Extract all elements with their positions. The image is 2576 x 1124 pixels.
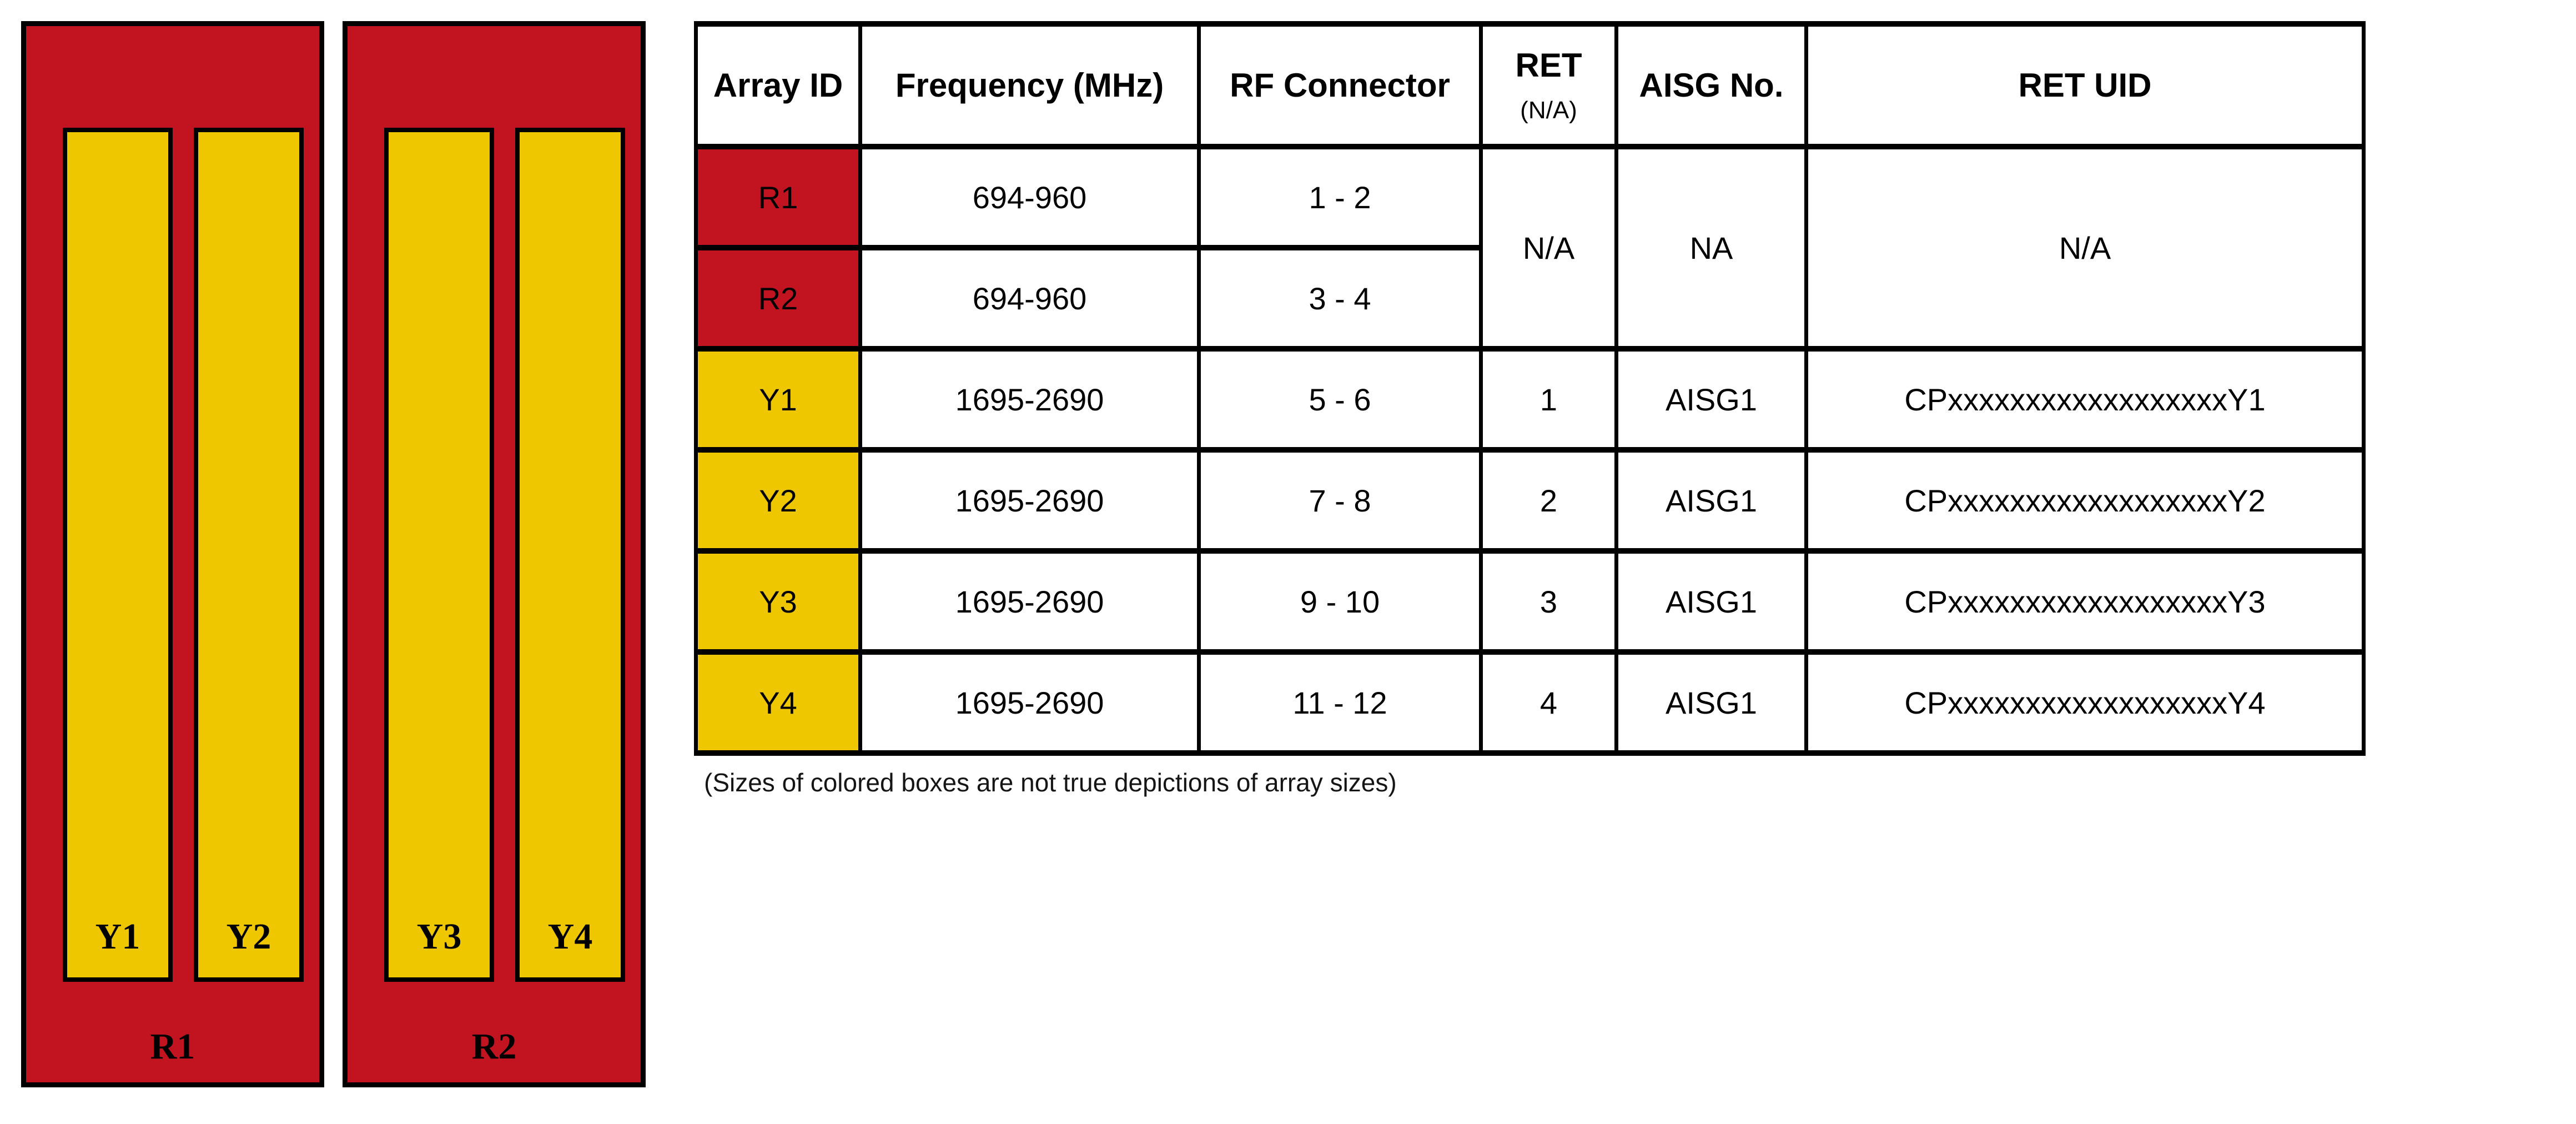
array-bar-label: Y1 bbox=[95, 916, 140, 957]
array-bar-label: Y3 bbox=[416, 916, 462, 957]
cell-y4-aisg-no: AISG1 bbox=[1614, 649, 1808, 756]
col-header-array-id: Array ID bbox=[694, 21, 862, 149]
col-header-ret: RET (N/A) bbox=[1479, 21, 1618, 149]
cell-r1-rf-connector: 1 - 2 bbox=[1197, 144, 1483, 250]
cell-r1r2-ret: N/A bbox=[1479, 144, 1618, 352]
table-row-y3: Y3 1695-2690 9 - 10 3 AISG1 CPxxxxxxxxxx… bbox=[694, 548, 2366, 655]
cell-y1-ret-uid: CPxxxxxxxxxxxxxxxxxxY1 bbox=[1804, 346, 2366, 453]
array-panel-r2: Y3 Y4 R2 bbox=[343, 21, 646, 1087]
cell-y1-aisg-no: AISG1 bbox=[1614, 346, 1808, 453]
array-panel-label: R1 bbox=[150, 1026, 195, 1067]
array-bar-y1: Y1 bbox=[63, 128, 173, 982]
array-bar-y4: Y4 bbox=[515, 128, 625, 982]
cell-y1-rf-connector: 5 - 6 bbox=[1197, 346, 1483, 453]
table-row-y2: Y2 1695-2690 7 - 8 2 AISG1 CPxxxxxxxxxxx… bbox=[694, 447, 2366, 554]
cell-y3-rf-connector: 9 - 10 bbox=[1197, 548, 1483, 655]
size-disclaimer-note: (Sizes of colored boxes are not true dep… bbox=[704, 768, 1397, 797]
col-header-rf-connector: RF Connector bbox=[1197, 21, 1483, 149]
cell-r2-frequency: 694-960 bbox=[858, 245, 1201, 352]
table-row-y4: Y4 1695-2690 11 - 12 4 AISG1 CPxxxxxxxxx… bbox=[694, 649, 2366, 756]
cell-r1-frequency: 694-960 bbox=[858, 144, 1201, 250]
table-header-row: Array ID Frequency (MHz) RF Connector RE… bbox=[694, 21, 2366, 149]
cell-y3-ret-uid: CPxxxxxxxxxxxxxxxxxxY3 bbox=[1804, 548, 2366, 655]
cell-y2-aisg-no: AISG1 bbox=[1614, 447, 1808, 554]
array-bar-label: Y4 bbox=[547, 916, 593, 957]
col-header-ret-subtitle: (N/A) bbox=[1520, 97, 1577, 124]
table-row-r1: R1 694-960 1 - 2 N/A NA N/A bbox=[694, 144, 2366, 352]
cell-y2-array-id: Y2 bbox=[694, 447, 862, 554]
col-header-aisg-no: AISG No. bbox=[1614, 21, 1808, 149]
array-bar-y3: Y3 bbox=[384, 128, 494, 982]
cell-y3-array-id: Y3 bbox=[694, 548, 862, 655]
cell-r1r2-aisg-no: NA bbox=[1614, 144, 1808, 352]
cell-y4-array-id: Y4 bbox=[694, 649, 862, 756]
cell-y4-ret: 4 bbox=[1479, 649, 1618, 756]
cell-y2-ret-uid: CPxxxxxxxxxxxxxxxxxxY2 bbox=[1804, 447, 2366, 554]
cell-y2-frequency: 1695-2690 bbox=[858, 447, 1201, 554]
cell-r1r2-ret-uid: N/A bbox=[1804, 144, 2366, 352]
cell-y4-frequency: 1695-2690 bbox=[858, 649, 1201, 756]
col-header-ret-uid: RET UID bbox=[1804, 21, 2366, 149]
cell-y3-aisg-no: AISG1 bbox=[1614, 548, 1808, 655]
cell-r2-array-id: R2 bbox=[694, 245, 862, 352]
cell-y3-frequency: 1695-2690 bbox=[858, 548, 1201, 655]
col-header-ret-title: RET bbox=[1515, 47, 1582, 84]
array-panel-label: R2 bbox=[471, 1026, 517, 1067]
cell-y1-frequency: 1695-2690 bbox=[858, 346, 1201, 453]
cell-y1-array-id: Y1 bbox=[694, 346, 862, 453]
cell-r2-rf-connector: 3 - 4 bbox=[1197, 245, 1483, 352]
table-row-r2: R2 694-960 3 - 4 bbox=[694, 245, 2364, 352]
cell-y3-ret: 3 bbox=[1479, 548, 1618, 655]
cell-r1-array-id: R1 bbox=[694, 144, 862, 250]
cell-y4-rf-connector: 11 - 12 bbox=[1197, 649, 1483, 756]
array-spec-table: Array ID Frequency (MHz) RF Connector RE… bbox=[694, 21, 2366, 756]
array-bar-y2: Y2 bbox=[194, 128, 304, 982]
cell-y2-rf-connector: 7 - 8 bbox=[1197, 447, 1483, 554]
col-header-frequency: Frequency (MHz) bbox=[858, 21, 1201, 149]
cell-y2-ret: 2 bbox=[1479, 447, 1618, 554]
array-bar-label: Y2 bbox=[226, 916, 271, 957]
table-row-y1: Y1 1695-2690 5 - 6 1 AISG1 CPxxxxxxxxxxx… bbox=[694, 346, 2366, 453]
cell-y4-ret-uid: CPxxxxxxxxxxxxxxxxxxY4 bbox=[1804, 649, 2366, 756]
cell-y1-ret: 1 bbox=[1479, 346, 1618, 453]
array-panel-r1: Y1 Y2 R1 bbox=[21, 21, 324, 1087]
